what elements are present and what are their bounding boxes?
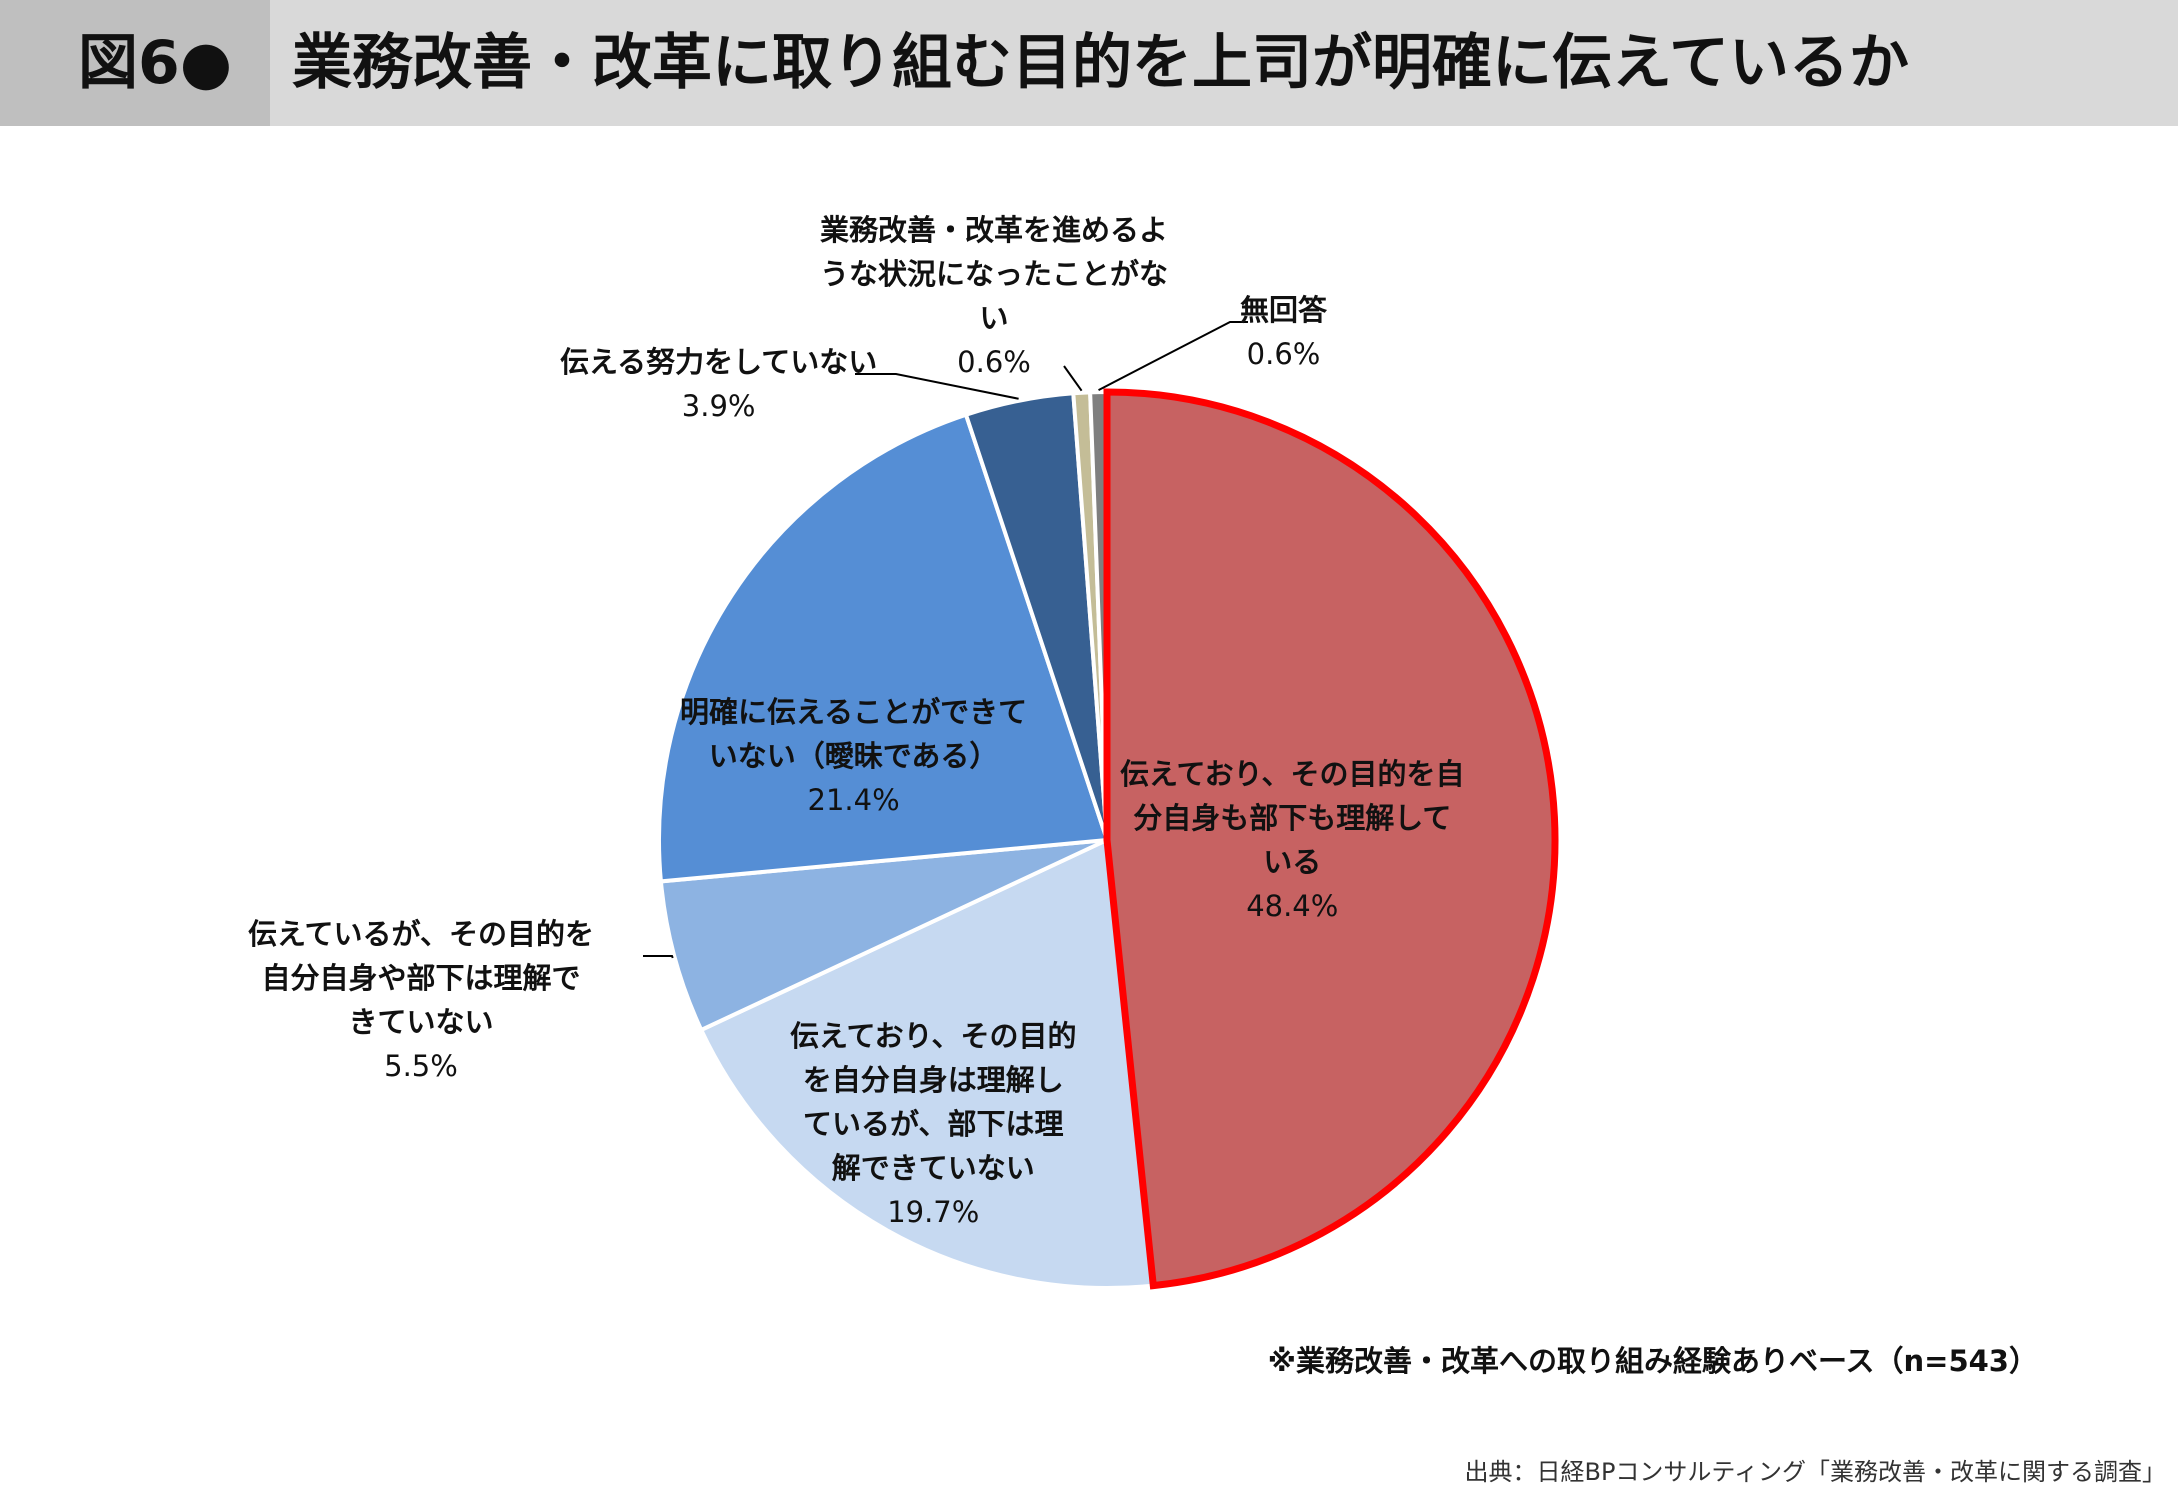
title-bar: 図6● 業務改善・改革に取り組む目的を上司が明確に伝えているか	[0, 0, 2178, 126]
slice-label-text: 伝えており、その目的を自 分自身も部下も理解して いる	[1120, 757, 1465, 879]
slice-label-text: 伝えており、その目的 を自分自身は理解し ているが、部下は理 解できていない	[790, 1019, 1077, 1185]
figure-label-box: 図6●	[0, 0, 270, 126]
slice-label-no-effort: 伝える努力をしていない 3.9%	[560, 340, 877, 428]
slice-value-label: 3.9%	[681, 389, 756, 423]
slice-not-understood	[658, 838, 1108, 1033]
leader-line-no-answer	[1098, 321, 1248, 391]
slice-value-label: 19.7%	[887, 1195, 980, 1229]
slice-value-label: 21.4%	[807, 783, 900, 817]
slice-label-no-answer: 無回答 0.6%	[1240, 288, 1327, 376]
slice-label-understood-both: 伝えており、その目的を自 分自身も部下も理解して いる 48.4%	[1120, 752, 1465, 928]
slice-value-label: 0.6%	[957, 345, 1031, 379]
highlight-outline	[1103, 388, 1559, 1290]
slice-label-text: 業務改善・改革を進めるよ うな状況になったことがな い	[820, 213, 1169, 335]
slice-value-label: 48.4%	[1246, 889, 1339, 923]
slice-label-ambiguous: 明確に伝えることができて いない（曖昧である） 21.4%	[680, 690, 1027, 822]
slice-label-text: 伝える努力をしていない	[560, 345, 878, 379]
slice-understood-self-only	[698, 836, 1156, 1290]
slice-label-text: 無回答	[1240, 293, 1328, 327]
page-title: 業務改善・改革に取り組む目的を上司が明確に伝えているか	[292, 28, 1909, 98]
figure-label: 図6●	[78, 28, 233, 98]
slice-label-text: 伝えているが、その目的を 自分自身や部下は理解で きていない	[248, 917, 594, 1039]
slice-value-label: 5.5%	[384, 1049, 458, 1083]
slice-label-understood-self-only: 伝えており、その目的 を自分自身は理解し ているが、部下は理 解できていない 1…	[790, 1014, 1077, 1234]
leader-line-no-effort	[855, 373, 1019, 400]
slice-value-label: 0.6%	[1246, 337, 1321, 371]
slice-label-not-understood: 伝えているが、その目的を 自分自身や部下は理解で きていない 5.5%	[248, 912, 594, 1088]
leader-line-not-understood	[643, 955, 674, 959]
slice-label-never-situation: 業務改善・改革を進めるよ うな状況になったことがな い 0.6%	[820, 208, 1168, 384]
leader-line-never-situation	[1063, 365, 1083, 392]
base-note: ※業務改善・改革への取り組み経験ありベース（n=543）	[1267, 1344, 2038, 1378]
source-note: 出典：日経BPコンサルティング「業務改善・改革に関する調査」	[1464, 1458, 2167, 1486]
slice-label-text: 明確に伝えることができて いない（曖昧である）	[680, 695, 1028, 773]
slice-ambiguous	[657, 412, 1110, 884]
